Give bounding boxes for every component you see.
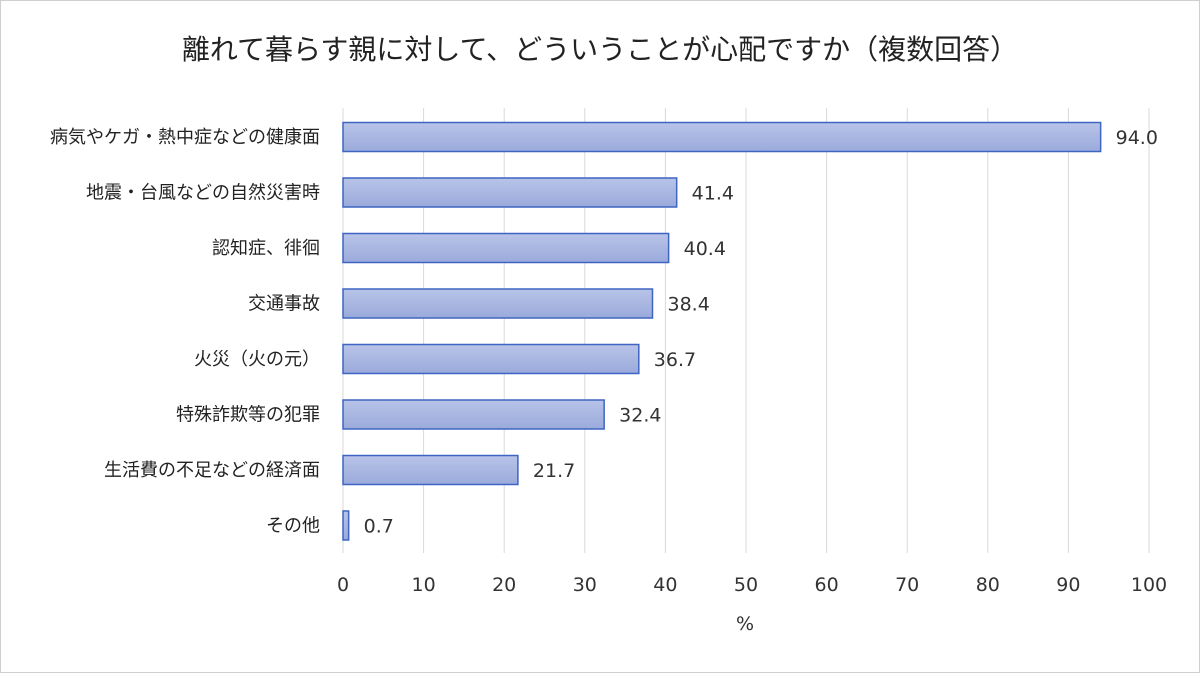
x-tick-label-0: 0 — [337, 574, 349, 596]
x-axis-label: % — [736, 613, 754, 635]
category-label-1: 地震・台風などの自然災害時 — [86, 183, 320, 204]
bar-7 — [342, 510, 350, 541]
chart-title: 離れて暮らす親に対して、どういうことが心配ですか（複数回答） — [181, 33, 1019, 66]
category-label-4: 火災（火の元） — [194, 349, 320, 370]
bar-1 — [342, 177, 678, 208]
category-label-6: 生活費の不足などの経済面 — [104, 460, 320, 481]
x-tick-label-10: 10 — [412, 574, 436, 596]
x-tick-label-60: 60 — [815, 574, 839, 596]
value-label-2: 40.4 — [684, 238, 726, 260]
value-label-1: 41.4 — [692, 183, 734, 205]
x-tick-label-70: 70 — [895, 574, 919, 596]
value-label-5: 32.4 — [619, 405, 661, 427]
bar-2 — [342, 232, 670, 264]
x-tick-label-100: 100 — [1131, 574, 1167, 596]
x-tick-label-90: 90 — [1056, 574, 1080, 596]
bar-5 — [342, 399, 605, 430]
category-label-3: 交通事故 — [248, 294, 320, 315]
value-label-7: 0.7 — [364, 516, 394, 538]
x-tick-label-20: 20 — [492, 574, 516, 596]
category-label-2: 認知症、徘徊 — [212, 238, 320, 259]
category-label-0: 病気やケガ・熱中症などの健康面 — [50, 127, 320, 148]
category-label-5: 特殊詐欺等の犯罪 — [176, 405, 320, 426]
x-tick-label-50: 50 — [734, 574, 758, 596]
bar-0 — [342, 121, 1102, 153]
x-tick-label-40: 40 — [653, 574, 677, 596]
value-label-3: 38.4 — [668, 294, 710, 316]
bar-3 — [342, 288, 654, 319]
value-label-0: 94.0 — [1116, 127, 1158, 149]
bar-4 — [342, 343, 640, 375]
bar-6 — [342, 454, 519, 486]
value-label-6: 21.7 — [533, 460, 575, 482]
x-tick-label-80: 80 — [976, 574, 1000, 596]
value-label-4: 36.7 — [654, 349, 696, 371]
category-label-7: その他 — [266, 516, 320, 537]
x-tick-label-30: 30 — [573, 574, 597, 596]
